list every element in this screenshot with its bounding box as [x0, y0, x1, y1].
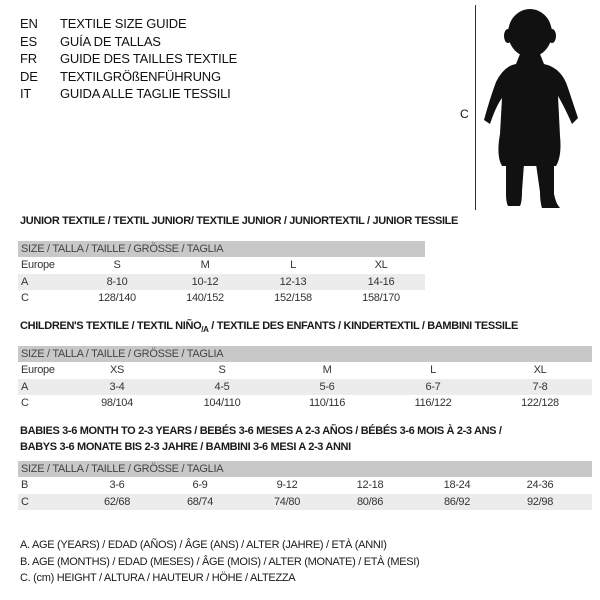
language-code: EN [20, 16, 38, 31]
table-cell: 116/122 [414, 397, 452, 409]
language-code: ES [20, 33, 37, 49]
language-code: IT [20, 86, 32, 101]
babies-title-line2: BABYS 3-6 MONATE BIS 2-3 JAHRE / BAMBINI… [20, 441, 351, 453]
child-silhouette-icon [484, 9, 578, 208]
table-cell: 14-16 [367, 275, 395, 288]
table-cell: 128/140 [98, 292, 136, 304]
language-code: FR [20, 51, 37, 66]
table-cell: 8-10 [106, 275, 128, 288]
table-cell: 3-6 [109, 479, 125, 491]
language-code: DE [20, 68, 38, 84]
row-label: Europe [21, 259, 55, 271]
row-label: C [21, 397, 29, 409]
row-label: Europe [21, 364, 55, 376]
table-cell: 6-7 [425, 380, 441, 393]
table-cell: XL [533, 364, 547, 376]
table-cell: L [430, 364, 436, 376]
children-title-sub: /A [201, 325, 209, 335]
language-title: GUÍA DE TALLAS [60, 33, 161, 49]
size-header-row: SIZE / TALLA / TAILLE / GRÖSSE / TAGLIA [18, 346, 592, 362]
table-cell: 3-4 [109, 380, 125, 393]
table-row: B 3-6 6-9 9-12 12-18 18-24 24-36 [18, 477, 592, 493]
table-cell: 18-24 [443, 479, 471, 491]
table-row: C 128/140 140/152 152/158 158/170 [18, 290, 425, 306]
table-cell: 9-12 [276, 479, 298, 491]
legend-a: A. AGE (YEARS) / EDAD (AÑOS) / ÂGE (ANS)… [20, 539, 387, 551]
size-header-row: SIZE / TALLA / TAILLE / GRÖSSE / TAGLIA [18, 461, 592, 477]
size-header-row: SIZE / TALLA / TAILLE / GRÖSSE / TAGLIA [18, 241, 425, 257]
table-cell: M [322, 364, 332, 376]
legend-b: B. AGE (MONTHS) / EDAD (MESES) / ÂGE (MO… [20, 556, 420, 568]
table-cell: 74/80 [273, 495, 301, 508]
children-title: CHILDREN'S TEXTILE / TEXTIL NIÑO/A / TEX… [20, 320, 518, 334]
language-title: GUIDA ALLE TAGLIE TESSILI [60, 86, 231, 101]
table-cell: 152/158 [274, 292, 312, 304]
table-cell: 12-13 [279, 275, 307, 288]
table-cell: 104/110 [203, 397, 241, 409]
row-label: A [21, 380, 29, 393]
language-title: GUIDE DES TAILLES TEXTILE [60, 51, 238, 66]
table-cell: 122/128 [521, 397, 559, 409]
table-cell: 86/92 [443, 495, 471, 508]
table-cell: 158/170 [362, 292, 400, 304]
table-cell: S [113, 259, 121, 271]
row-label: B [21, 479, 29, 491]
table-cell: 62/68 [103, 495, 131, 508]
table-row: A 8-10 10-12 12-13 14-16 [18, 273, 425, 290]
table-cell: 7-8 [532, 380, 548, 393]
table-row: Europe XS S M L XL [18, 362, 592, 378]
table-cell: S [218, 364, 226, 376]
height-line [475, 5, 476, 210]
table-cell: 140/152 [186, 292, 224, 304]
table-row: C 98/104 104/110 110/116 116/122 122/128 [18, 395, 592, 411]
table-cell: M [200, 259, 210, 271]
table-cell: 92/98 [526, 495, 554, 508]
size-header-label: SIZE / TALLA / TAILLE / GRÖSSE / TAGLIA [21, 243, 224, 255]
language-title: TEXTILE SIZE GUIDE [60, 16, 187, 31]
table-cell: 24-36 [526, 479, 554, 491]
table-cell: 4-5 [214, 380, 230, 393]
children-title-main: CHILDREN'S TEXTILE / TEXTIL NIÑO [20, 320, 202, 332]
table-cell: 6-9 [192, 479, 208, 491]
table-row: Europe S M L XL [18, 257, 425, 273]
table-cell: 12-18 [356, 479, 384, 491]
size-header-label: SIZE / TALLA / TAILLE / GRÖSSE / TAGLIA [21, 348, 224, 360]
table-cell: 10-12 [191, 275, 219, 288]
table-cell: 68/74 [186, 495, 214, 508]
children-title-rest: / TEXTILE DES ENFANTS / KINDERTEXTIL / B… [208, 320, 518, 332]
table-cell: L [290, 259, 296, 271]
junior-title: JUNIOR TEXTILE / TEXTIL JUNIOR/ TEXTILE … [20, 215, 459, 227]
table-cell: XS [109, 364, 125, 376]
legend-c: C. (cm) HEIGHT / ALTURA / HAUTEUR / HÖHE… [20, 572, 296, 584]
table-cell: 5-6 [319, 380, 335, 393]
row-label: A [21, 275, 29, 288]
table-cell: XL [374, 259, 388, 271]
table-cell: 80/86 [356, 495, 384, 508]
row-label: C [21, 495, 29, 508]
babies-title-line1: BABIES 3-6 MONTH TO 2-3 YEARS / BEBÉS 3-… [20, 425, 502, 437]
height-label: C [460, 107, 469, 121]
row-label: C [21, 292, 29, 304]
language-title: TEXTILGRÖßENFÜHRUNG [60, 68, 221, 84]
table-row: C 62/68 68/74 74/80 80/86 86/92 92/98 [18, 493, 592, 510]
table-cell: 110/116 [308, 397, 346, 409]
table-cell: 98/104 [101, 397, 133, 409]
table-row: A 3-4 4-5 5-6 6-7 7-8 [18, 378, 592, 395]
size-header-label: SIZE / TALLA / TAILLE / GRÖSSE / TAGLIA [21, 463, 224, 475]
